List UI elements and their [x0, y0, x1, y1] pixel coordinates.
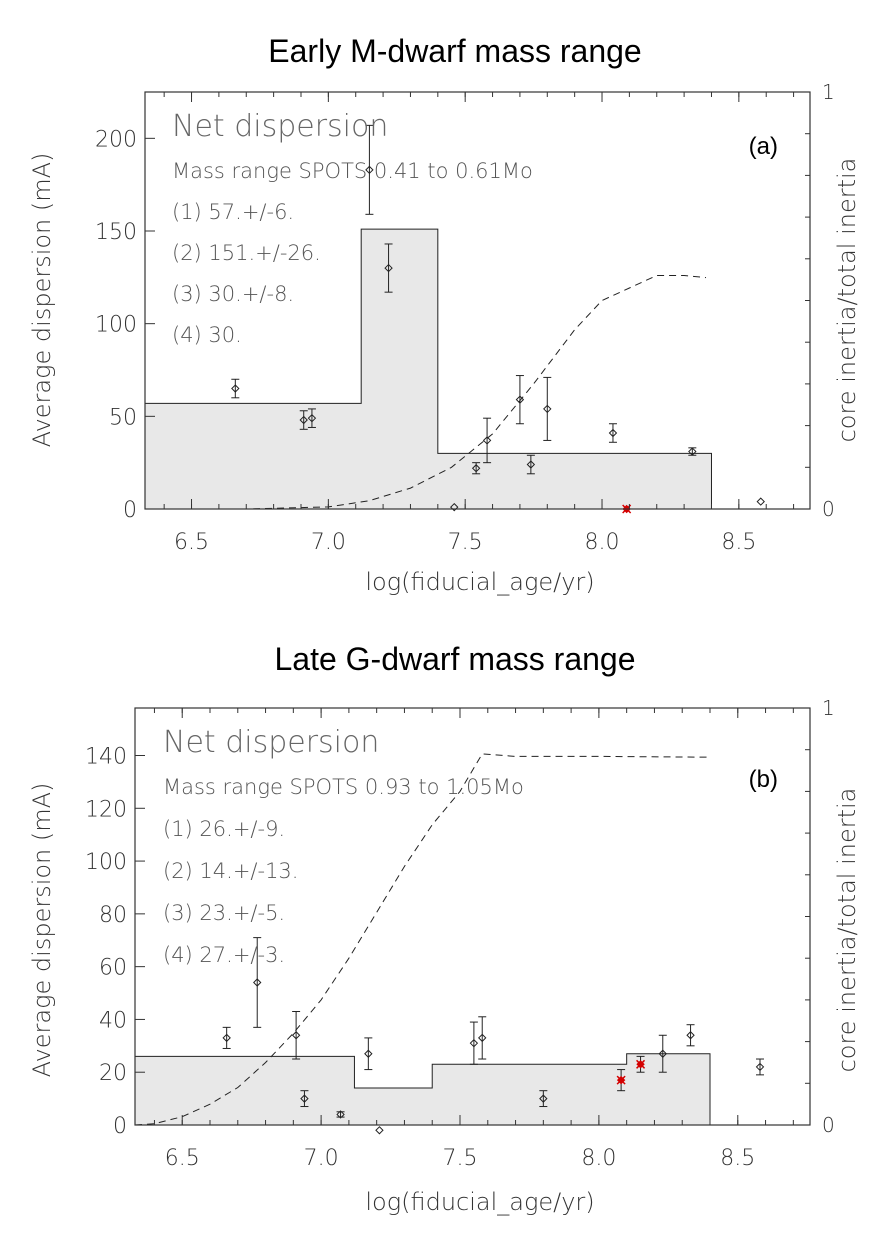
- data-point-b-5: [364, 1037, 373, 1071]
- data-point-a-13: [756, 497, 765, 506]
- data-point-b-10: [658, 1034, 667, 1073]
- y-tick-label-a-0: 0: [123, 498, 137, 523]
- x-axis-label-a: log(fiducial_age/yr): [365, 568, 594, 596]
- plot-area-b: 6.5 7.0 7.5 8.0 8.5 0 20 40 60 80 100 120 140 0 1: [85, 696, 835, 1171]
- y-tick-label-a-3: 150: [95, 220, 137, 245]
- y2-axis-label-a: core inertia/total inertia: [833, 158, 861, 443]
- plot-area-a: 6.5 7.0 7.5 8.0 8.5 0 50 100 150 200 0 1: [95, 80, 835, 555]
- annotation-title-a: Net dispersion: [172, 109, 388, 144]
- data-point-b-3: [300, 1090, 309, 1108]
- x-tick-label-a-4: 8.5: [721, 530, 756, 555]
- y-tick-label-a-1: 50: [109, 405, 137, 430]
- data-point-b-8: [478, 1016, 487, 1060]
- x-tick-label-b-2: 7.5: [443, 1146, 478, 1171]
- annotation-line-a-1: (1) 57.+/-6.: [172, 200, 294, 224]
- data-point-b-6: [375, 1126, 384, 1135]
- data-point-b-7: [469, 1021, 479, 1065]
- x-tick-label-a-0: 6.5: [174, 530, 209, 555]
- panel-b: Late G-dwarf mass range 6.5 7.0 7.5 8.0 8.5 0…: [28, 641, 861, 1216]
- data-point-a-4: [384, 243, 393, 293]
- data-point-a-3: [365, 124, 374, 215]
- annotation-line-a-0: Mass range SPOTS 0.41 to 0.61Mo: [172, 159, 533, 183]
- x-tick-label-a-2: 7.5: [448, 530, 483, 555]
- annotation-line-b-4: (4) 27.+/-3.: [163, 943, 285, 967]
- annotation-line-a-3: (3) 30.+/-8.: [172, 282, 294, 306]
- y-tick-label-b-5: 100: [85, 850, 127, 875]
- x-tick-label-a-1: 7.0: [311, 530, 346, 555]
- panel-a: Early M-dwarf mass range 6.5 7.0 7.5 8.0 8.5…: [28, 33, 861, 596]
- annotation-line-a-4: (4) 30.: [172, 323, 242, 347]
- data-point-a-6: [482, 417, 492, 464]
- data-point-a-2: [307, 408, 317, 428]
- data-point-a-9: [543, 376, 552, 441]
- y-tick-label-b-1: 20: [99, 1061, 127, 1086]
- data-point-a-1: [299, 410, 308, 430]
- panel-label-a: (a): [749, 133, 778, 160]
- y-tick-label-b-3: 60: [99, 956, 127, 981]
- data-point-b-12: [755, 1058, 765, 1076]
- data-point-b-4: [336, 1110, 345, 1119]
- red-point-b-0: [616, 1069, 626, 1092]
- data-point-a-12: [450, 502, 459, 512]
- inertia-curve-a: [145, 275, 707, 510]
- chart-title-a: Early M-dwarf mass range: [268, 33, 641, 69]
- data-point-a-5: [471, 462, 481, 475]
- y-tick-label-b-6: 120: [85, 797, 127, 822]
- histogram-a: [144, 228, 712, 510]
- y2-axis-label-b: core inertia/total inertia: [833, 788, 861, 1073]
- data-point-b-1: [253, 937, 262, 1028]
- histogram-b: [134, 1053, 711, 1126]
- x-tick-label-a-3: 8.0: [585, 530, 620, 555]
- y-tick-label-b-4: 80: [99, 903, 127, 928]
- x-tick-label-b-4: 8.5: [720, 1146, 755, 1171]
- y2-tick-label-b-0: 0: [822, 1113, 835, 1137]
- annotation-title-b: Net dispersion: [163, 725, 379, 760]
- data-point-a-7: [515, 375, 525, 425]
- y-tick-label-a-2: 100: [95, 313, 137, 338]
- annotation-line-a-2: (2) 151.+/-26.: [172, 241, 321, 265]
- y2-tick-label-a-1: 1: [822, 80, 835, 104]
- data-point-b-11: [686, 1024, 695, 1047]
- data-point-a-10: [608, 423, 618, 443]
- red-point-b-1: [636, 1055, 646, 1073]
- annotation-line-b-1: (1) 26.+/-9.: [163, 817, 285, 841]
- y2-tick-label-a-0: 0: [822, 497, 835, 521]
- annotation-line-b-0: Mass range SPOTS 0.93 to 1.05Mo: [163, 775, 524, 799]
- x-tick-label-b-3: 8.0: [581, 1146, 616, 1171]
- panel-label-b: (b): [749, 766, 778, 793]
- annotation-line-b-2: (2) 14.+/-13.: [163, 859, 298, 883]
- y-tick-label-b-0: 0: [113, 1114, 127, 1139]
- y-axis-label-b: Average dispersion (mA): [28, 783, 56, 1078]
- y-tick-label-a-4: 200: [95, 127, 137, 152]
- y-tick-label-b-7: 140: [85, 745, 127, 770]
- data-point-b-0: [222, 1026, 231, 1049]
- x-tick-label-b-0: 6.5: [165, 1146, 200, 1171]
- data-point-b-2: [291, 1011, 301, 1060]
- x-axis-label-b: log(fiducial_age/yr): [365, 1188, 594, 1216]
- chart-title-b: Late G-dwarf mass range: [274, 641, 635, 677]
- data-point-b-9: [539, 1090, 548, 1108]
- data-point-a-8: [526, 454, 536, 475]
- y-axis-label-a: Average dispersion (mA): [28, 153, 56, 448]
- data-point-a-0: [231, 378, 240, 399]
- data-point-a-11: [688, 447, 697, 456]
- y-tick-label-b-2: 40: [99, 1008, 127, 1033]
- y2-tick-label-b-1: 1: [822, 696, 835, 720]
- inertia-curve-b: [134, 753, 711, 1126]
- x-tick-label-b-1: 7.0: [304, 1146, 339, 1171]
- annotation-line-b-3: (3) 23.+/-5.: [163, 901, 285, 925]
